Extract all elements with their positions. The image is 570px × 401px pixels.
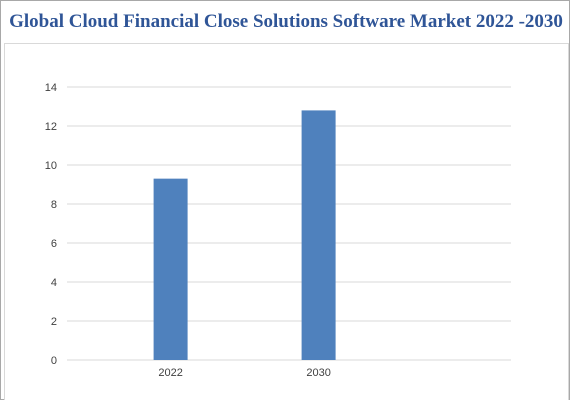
y-tick-label: 0 <box>51 355 57 367</box>
y-tick-label: 10 <box>45 160 57 172</box>
y-tick-label: 8 <box>51 199 57 211</box>
bar <box>301 110 336 361</box>
y-tick-label: 6 <box>51 238 57 250</box>
y-tick-label: 2 <box>51 316 57 328</box>
chart-area <box>4 43 569 400</box>
x-tick-label: 2022 <box>158 367 182 379</box>
y-tick-label: 12 <box>45 121 57 133</box>
chart-title: Global Cloud Financial Close Solutions S… <box>9 11 563 32</box>
y-tick-label: 4 <box>51 277 57 289</box>
x-tick-label: 2030 <box>306 367 330 379</box>
y-tick-label: 14 <box>45 82 57 94</box>
bar <box>153 178 188 360</box>
